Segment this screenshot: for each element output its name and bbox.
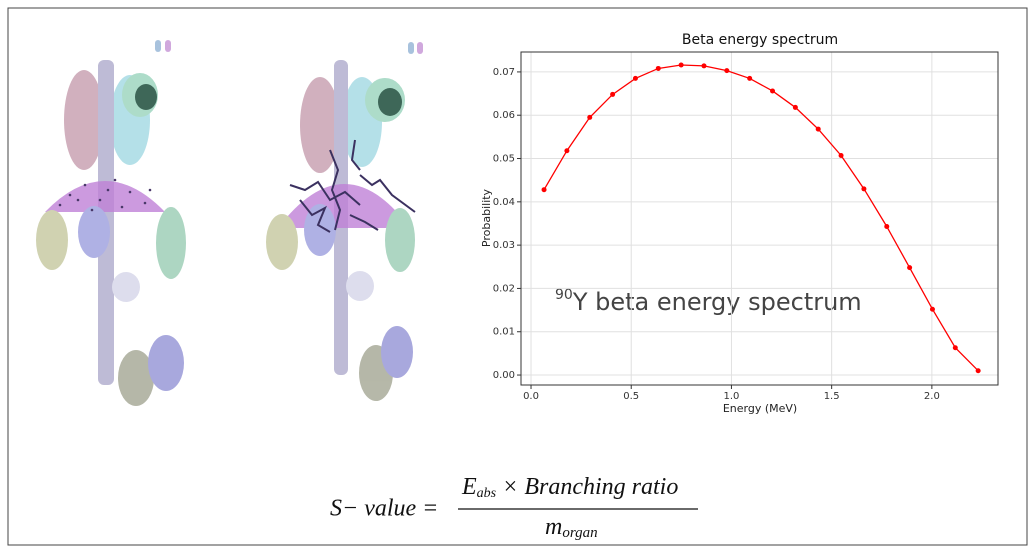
- x-tick-label: 1.5: [824, 391, 840, 402]
- annotation: 90Y beta energy spectrum: [555, 287, 862, 316]
- data-point: [747, 75, 753, 81]
- chart: Beta energy spectrum Energy (MeV) Probab…: [480, 32, 999, 415]
- x-tick-label: 1.0: [723, 391, 739, 402]
- annotation-superscript: 90: [555, 287, 573, 303]
- phantom-right: [266, 42, 423, 401]
- formula-subscript: abs: [477, 486, 497, 501]
- data-point: [655, 65, 661, 71]
- formula-symbol: m: [545, 514, 562, 540]
- x-axis-title: Energy (MeV): [723, 402, 797, 415]
- formula-text: × Branching ratio: [502, 474, 678, 500]
- data-point: [701, 63, 707, 69]
- data-point: [541, 187, 547, 193]
- x-tick-label: 0.5: [623, 391, 639, 402]
- chart-title: Beta energy spectrum: [682, 32, 838, 48]
- x-tick-label: 0.0: [523, 391, 539, 402]
- data-point: [587, 114, 593, 120]
- data-point: [838, 152, 844, 158]
- formula: S− value = Eabs × Branching ratio morgan: [330, 474, 698, 542]
- y-tick-label: 0.03: [493, 240, 515, 251]
- y-tick-label: 0.07: [493, 67, 515, 78]
- frame: [7, 7, 1028, 546]
- data-point: [975, 368, 981, 374]
- data-point: [929, 306, 935, 312]
- data-point: [770, 88, 776, 94]
- formula-lhs: S− value =: [330, 496, 438, 522]
- y-tick-label: 0.01: [493, 327, 515, 338]
- data-point: [907, 265, 913, 271]
- formula-denominator: morgan: [545, 514, 598, 542]
- data-point: [952, 345, 958, 351]
- y-tick-label: 0.06: [493, 110, 515, 121]
- data-point: [815, 126, 821, 132]
- annotation-text: Y beta energy spectrum: [572, 288, 862, 316]
- formula-numerator: Eabs × Branching ratio: [461, 474, 678, 502]
- data-point: [564, 148, 570, 154]
- phantom-left: [36, 40, 186, 406]
- y-axis-title: Probability: [480, 188, 493, 247]
- formula-symbol: E: [461, 474, 477, 500]
- y-tick-label: 0.02: [493, 283, 515, 294]
- y-tick-label: 0.04: [493, 197, 515, 208]
- data-point: [678, 62, 684, 68]
- data-point: [632, 75, 638, 81]
- y-tick-label: 0.00: [493, 370, 515, 381]
- formula-subscript: organ: [562, 525, 597, 541]
- data-point: [610, 91, 616, 97]
- plot-frame: [520, 51, 999, 386]
- x-tick-label: 2.0: [924, 391, 940, 402]
- series-line: [543, 64, 979, 372]
- data-point: [884, 224, 890, 230]
- data-point: [724, 68, 730, 74]
- data-point: [861, 186, 867, 192]
- data-point: [792, 104, 798, 110]
- y-tick-label: 0.05: [493, 154, 515, 165]
